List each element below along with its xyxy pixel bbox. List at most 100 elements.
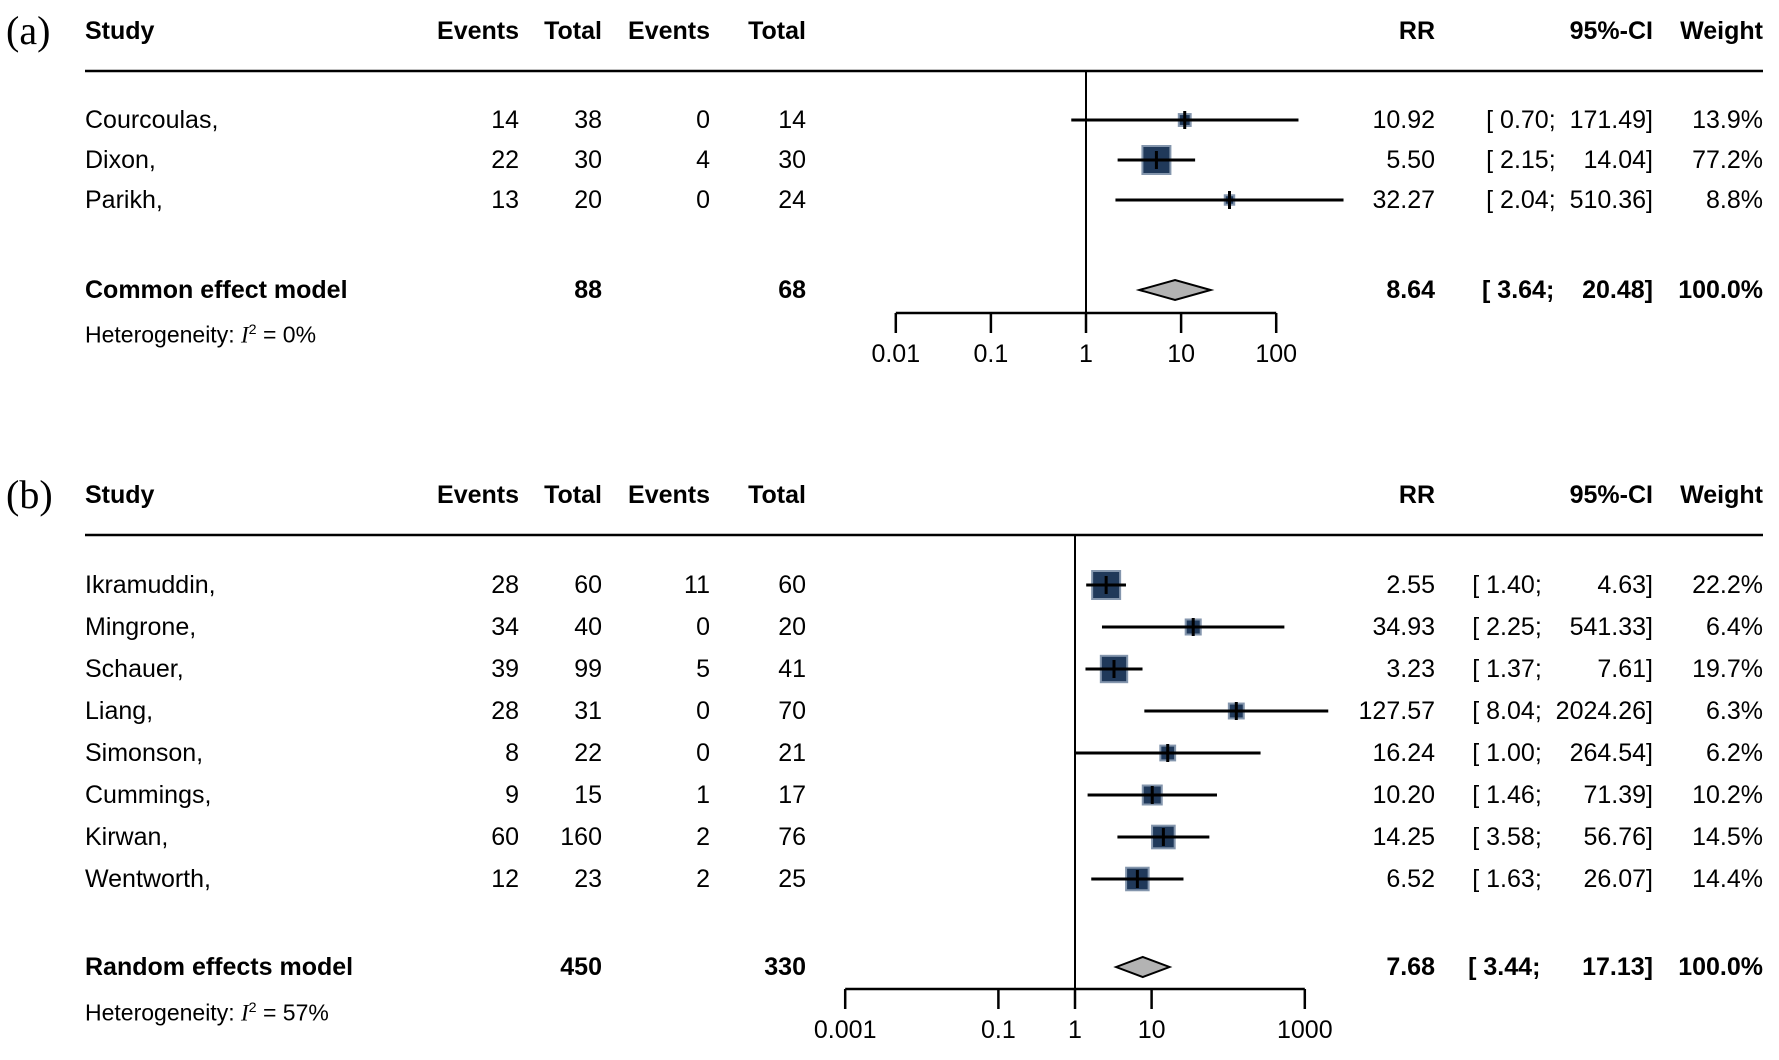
ci-cell: [8.04; 2024.26] bbox=[1472, 693, 1653, 729]
weight-cell: 6.3% bbox=[1706, 697, 1763, 725]
study-label: Kirwan, bbox=[85, 823, 169, 851]
total-2-cell: 70 bbox=[778, 697, 806, 725]
ci-upper: 171.49 bbox=[1569, 106, 1647, 134]
summary-ci-cell: [3.44; 17.13] bbox=[1468, 949, 1653, 985]
heterogeneity-text: Heterogeneity: I2 = 57% bbox=[85, 999, 329, 1026]
weight-cell: 10.2% bbox=[1692, 781, 1763, 809]
total-1-cell: 30 bbox=[574, 146, 602, 174]
ci-lower: 0.70 bbox=[1500, 106, 1549, 134]
ci-cell: [1.00; 264.54] bbox=[1472, 735, 1653, 771]
column-header-events-2: Events bbox=[628, 481, 710, 509]
axis-tick-label: 0.1 bbox=[973, 340, 1009, 368]
weight-cell: 6.4% bbox=[1706, 613, 1763, 641]
study-label: Parikh, bbox=[85, 186, 163, 214]
events-2-cell: 11 bbox=[684, 571, 710, 599]
events-1-cell: 8 bbox=[505, 739, 519, 767]
ci-lower: 2.04 bbox=[1500, 186, 1549, 214]
column-header-rr: RR bbox=[1398, 481, 1435, 509]
axis-tick-label: 1 bbox=[1068, 1016, 1082, 1044]
ci-lower: 2.15 bbox=[1500, 146, 1549, 174]
events-2-cell: 5 bbox=[696, 655, 710, 683]
ci-lower: 1.46 bbox=[1486, 781, 1535, 809]
study-label: Ikramuddin, bbox=[85, 571, 216, 599]
study-label: Liang, bbox=[85, 697, 154, 725]
events-1-cell: 28 bbox=[491, 697, 519, 725]
rr-cell: 10.20 bbox=[1372, 781, 1435, 809]
summary-label: Random effects model bbox=[85, 953, 354, 981]
rr-cell: 16.24 bbox=[1372, 739, 1435, 767]
summary-diamond bbox=[1113, 955, 1173, 979]
summary-diamond bbox=[1135, 278, 1215, 302]
ci-lower: 3.64 bbox=[1497, 276, 1546, 304]
events-1-cell: 28 bbox=[491, 571, 519, 599]
total-2-cell: 17 bbox=[778, 781, 806, 809]
ci-cell: [2.25; 541.33] bbox=[1472, 609, 1653, 645]
events-2-cell: 0 bbox=[696, 697, 710, 725]
total-1-cell: 15 bbox=[574, 781, 602, 809]
column-header-total-1: Total bbox=[544, 17, 602, 45]
axis-tick-label: 10 bbox=[1167, 340, 1195, 368]
rr-cell: 3.23 bbox=[1386, 655, 1435, 683]
column-header-study: Study bbox=[85, 17, 155, 45]
ci-cell: [3.58; 56.76] bbox=[1472, 819, 1653, 855]
rr-cell: 32.27 bbox=[1372, 186, 1435, 214]
total-2-cell: 21 bbox=[778, 739, 806, 767]
ci-cell: [1.37; 7.61] bbox=[1472, 651, 1653, 687]
events-1-cell: 9 bbox=[505, 781, 519, 809]
column-header-events-1: Events bbox=[437, 17, 519, 45]
axis-tick-label: 0.01 bbox=[871, 340, 921, 368]
events-2-cell: 2 bbox=[696, 823, 710, 851]
rr-cell: 2.55 bbox=[1386, 571, 1435, 599]
events-2-cell: 2 bbox=[696, 865, 710, 893]
events-1-cell: 14 bbox=[491, 106, 519, 134]
ci-upper: 17.13 bbox=[1582, 953, 1645, 981]
ci-upper: 7.61 bbox=[1597, 655, 1647, 683]
weight-cell: 8.8% bbox=[1706, 186, 1763, 214]
column-header-rr: RR bbox=[1398, 17, 1435, 45]
total-1-cell: 31 bbox=[574, 697, 602, 725]
column-header-events-1: Events bbox=[437, 481, 519, 509]
weight-cell: 13.9% bbox=[1692, 106, 1763, 134]
summary-rr-cell: 8.64 bbox=[1386, 276, 1435, 304]
total-1-cell: 40 bbox=[574, 613, 602, 641]
total-2-cell: 76 bbox=[778, 823, 806, 851]
summary-label: Common effect model bbox=[85, 276, 348, 304]
axis-tick-label: 100 bbox=[1255, 340, 1298, 368]
weight-cell: 14.5% bbox=[1692, 823, 1763, 851]
events-1-cell: 12 bbox=[491, 865, 519, 893]
ci-upper: 26.07 bbox=[1583, 865, 1647, 893]
ci-lower: 1.40 bbox=[1486, 571, 1535, 599]
study-label: Courcoulas, bbox=[85, 106, 219, 134]
weight-cell: 22.2% bbox=[1692, 571, 1763, 599]
ci-lower: 1.00 bbox=[1486, 739, 1535, 767]
total-2-cell: 24 bbox=[778, 186, 806, 214]
ci-upper: 2024.26 bbox=[1555, 697, 1647, 725]
summary-total-1-cell: 450 bbox=[560, 953, 602, 981]
total-1-cell: 160 bbox=[560, 823, 602, 851]
ci-lower: 2.25 bbox=[1486, 613, 1535, 641]
total-2-cell: 30 bbox=[778, 146, 806, 174]
summary-weight-cell: 100.0% bbox=[1678, 953, 1763, 981]
ci-upper: 20.48 bbox=[1582, 276, 1645, 304]
ci-upper: 264.54 bbox=[1569, 739, 1647, 767]
ci-lower: 8.04 bbox=[1486, 697, 1535, 725]
panel-a-label: (a) bbox=[6, 8, 51, 53]
column-header-weight: Weight bbox=[1680, 17, 1763, 45]
events-1-cell: 39 bbox=[491, 655, 519, 683]
total-2-cell: 41 bbox=[778, 655, 806, 683]
column-header-events-2: Events bbox=[628, 17, 710, 45]
rr-cell: 6.52 bbox=[1386, 865, 1435, 893]
ci-lower: 3.58 bbox=[1486, 823, 1535, 851]
events-2-cell: 0 bbox=[696, 106, 710, 134]
rr-cell: 14.25 bbox=[1372, 823, 1435, 851]
events-2-cell: 0 bbox=[696, 739, 710, 767]
column-header-study: Study bbox=[85, 481, 155, 509]
study-label: Simonson, bbox=[85, 739, 204, 767]
ci-lower: 3.44 bbox=[1483, 953, 1533, 981]
total-1-cell: 38 bbox=[574, 106, 602, 134]
events-1-cell: 34 bbox=[491, 613, 519, 641]
ci-upper: 14.04 bbox=[1583, 146, 1647, 174]
